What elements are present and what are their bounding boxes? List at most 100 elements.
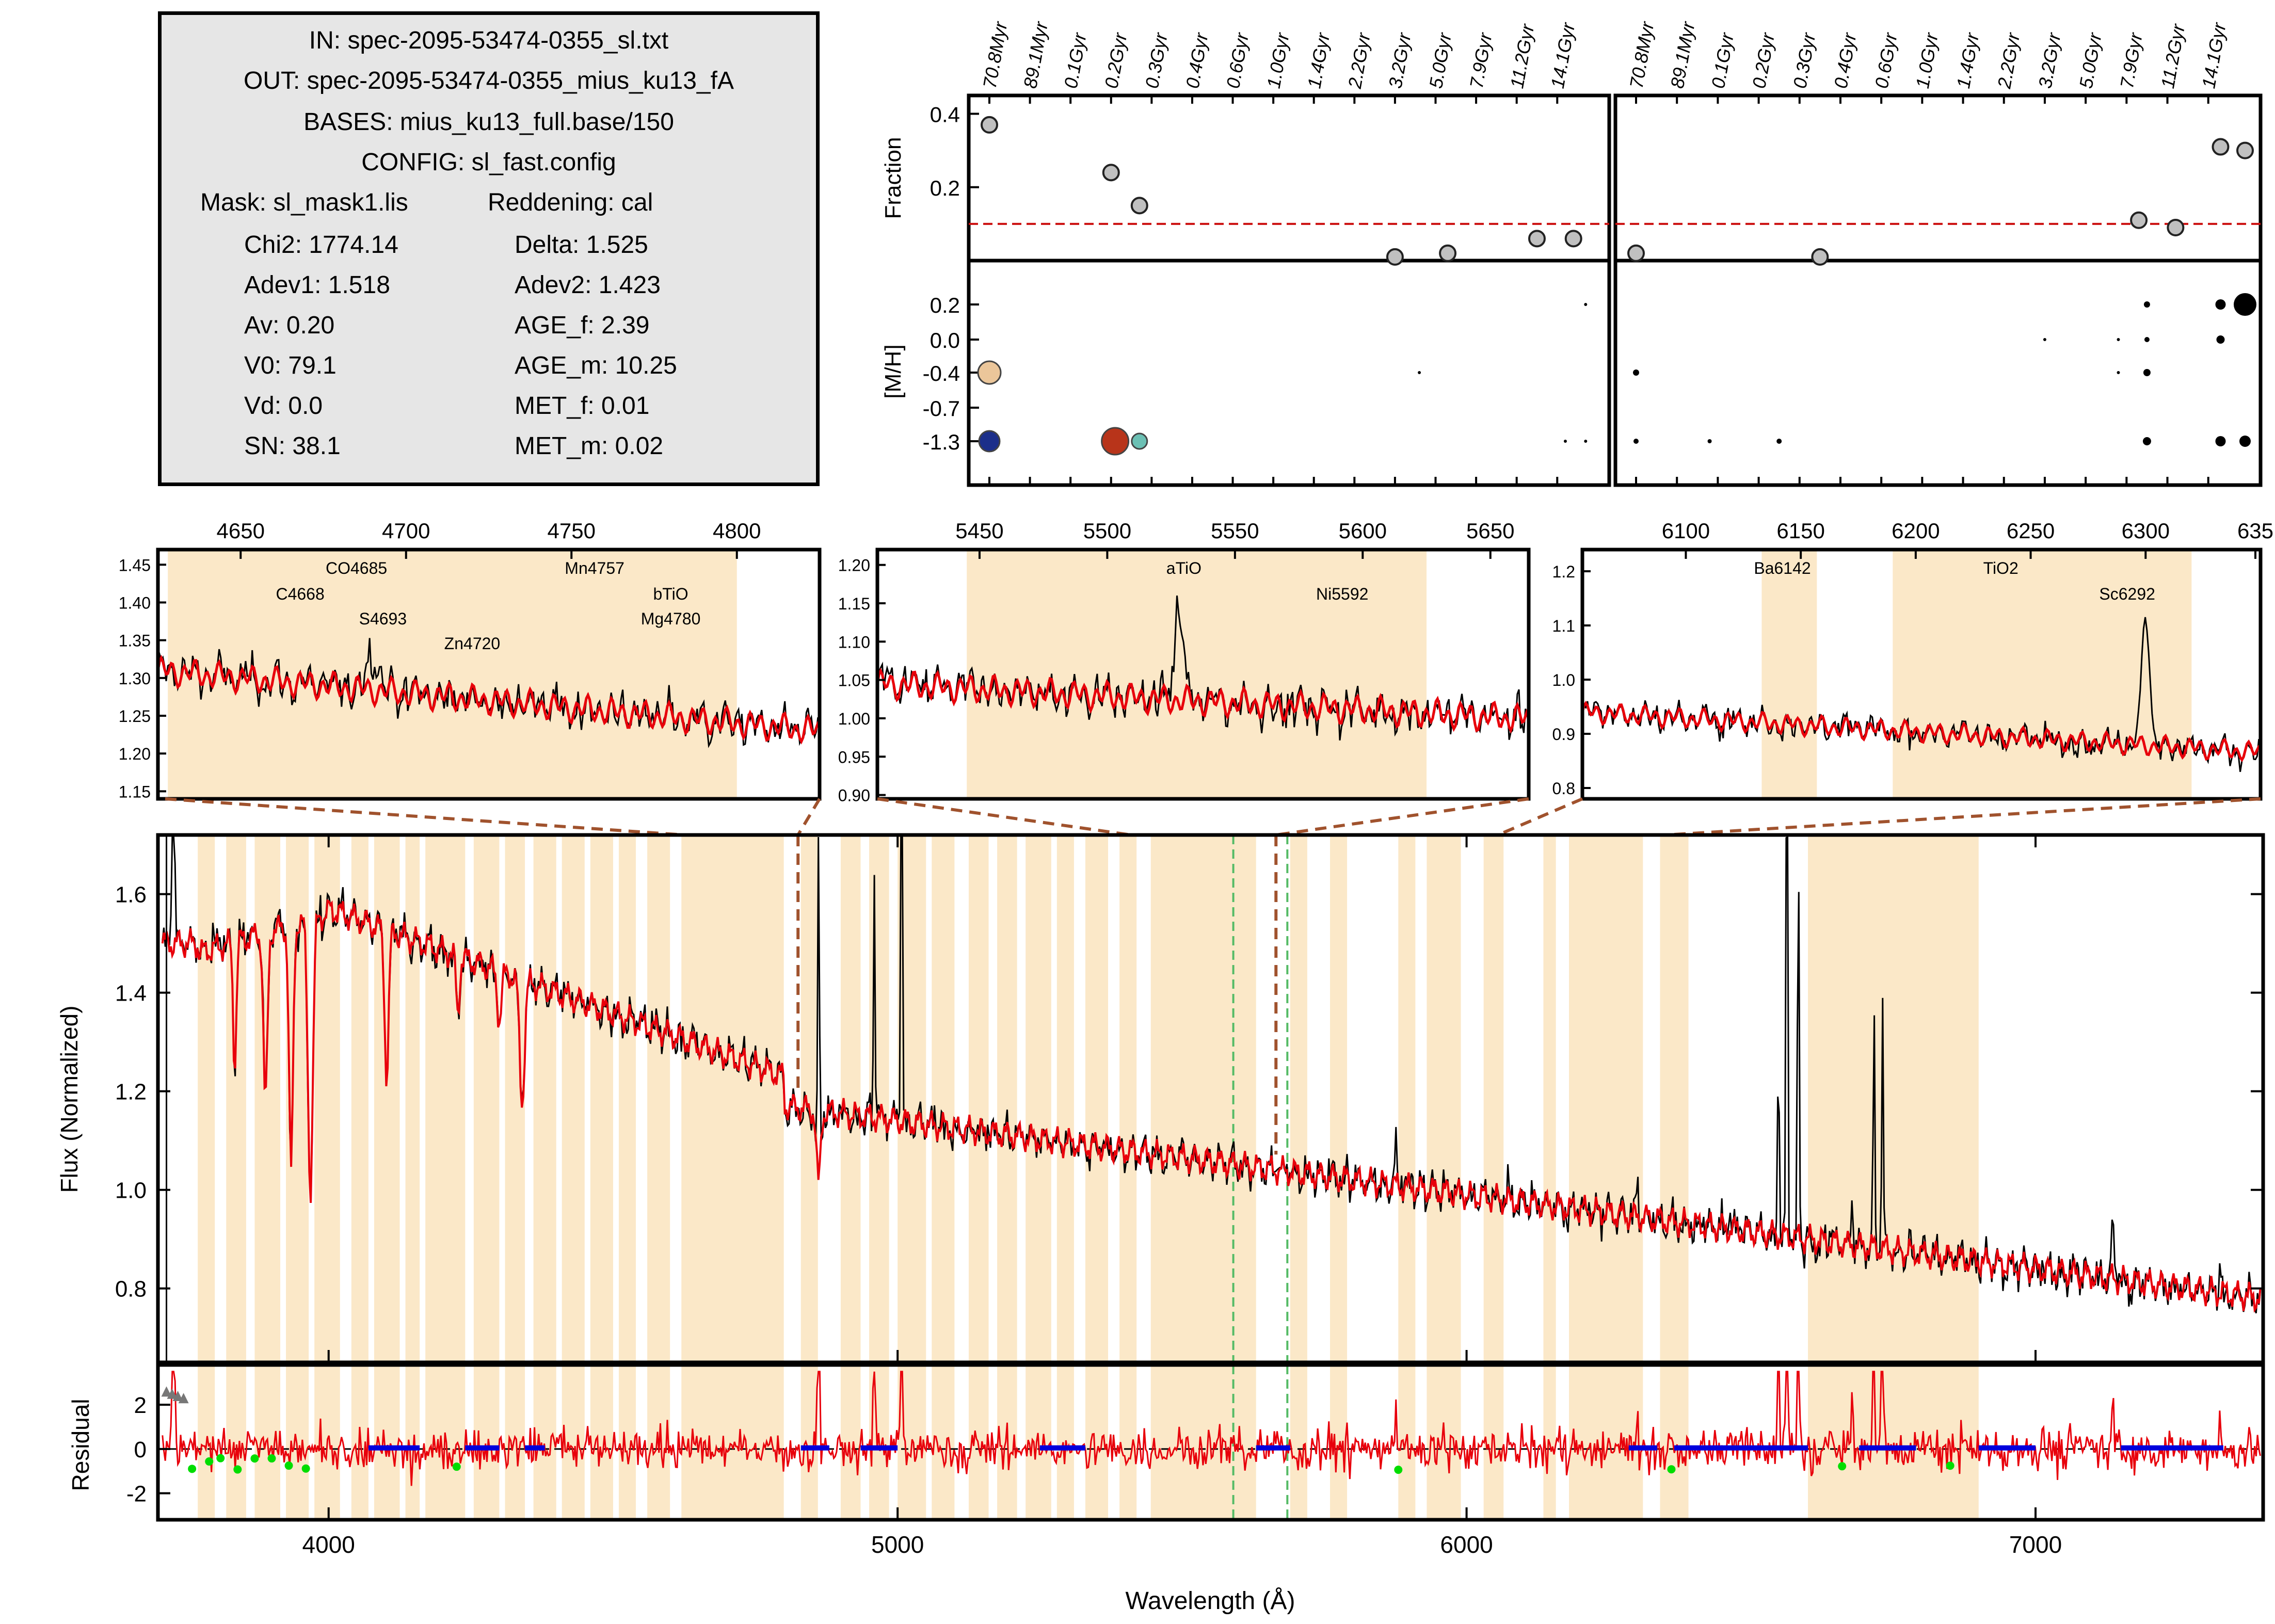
- zoom-y-tick-label: 1.30: [119, 669, 151, 688]
- clipped-point: [250, 1454, 259, 1463]
- feature-label: Mn4757: [565, 559, 624, 577]
- residual-y-tick-label: -2: [126, 1482, 147, 1507]
- metallicity-point: [2142, 437, 2151, 445]
- feature-band: [562, 1365, 585, 1520]
- age-tick-label: 0.4Gyr: [1181, 30, 1212, 90]
- feature-label: C4668: [276, 585, 324, 603]
- feature-band: [968, 835, 989, 1362]
- zoom-connector-line: [165, 797, 684, 837]
- metallicity-point: [1563, 440, 1567, 443]
- main-y-tick-label: 1.0: [115, 1178, 147, 1203]
- feature-band: [425, 835, 466, 1362]
- feature-band: [840, 1365, 861, 1520]
- x-tick-label: 6000: [1440, 1531, 1493, 1558]
- feature-band: [1085, 835, 1109, 1362]
- zoom-x-tick-label: 5600: [1339, 519, 1387, 543]
- metallicity-point: [2144, 337, 2150, 342]
- zoom-connector-line: [1665, 797, 2261, 837]
- zoom-y-tick-label: 1.20: [119, 745, 151, 763]
- metallicity-tick-label: -1.3: [923, 430, 960, 454]
- zoom-y-tick-label: 1.35: [119, 632, 151, 650]
- fraction-frame: [967, 93, 1611, 263]
- metallicity-point: [2216, 335, 2225, 344]
- metallicity-point: [1131, 432, 1148, 450]
- age-tick-label: 11.2Gyr: [1506, 22, 1538, 90]
- clipped-point: [1946, 1461, 1954, 1470]
- feature-band: [932, 1365, 955, 1520]
- main-frame: [156, 833, 2265, 1364]
- metallicity-point: [2117, 338, 2120, 341]
- fraction-point: [1439, 244, 1457, 262]
- fraction-point: [1528, 230, 1546, 248]
- zoom-x-tick-label: 4800: [713, 519, 761, 543]
- info-delta: Delta: 1.525: [515, 231, 648, 259]
- zoom-frame: [875, 548, 1531, 801]
- feature-band: [590, 835, 613, 1362]
- metallicity-point: [1584, 303, 1588, 306]
- age-tick-label: 7.9Gyr: [2116, 30, 2146, 90]
- clipped-point: [284, 1461, 293, 1470]
- model-spectrum-line: [1581, 700, 2262, 762]
- zoom-y-tick-label: 1.05: [838, 671, 870, 690]
- age-tick-label: 0.6Gyr: [1871, 30, 1901, 90]
- zoom-y-tick-label: 0.9: [1552, 725, 1575, 744]
- age-tick-label: 0.3Gyr: [1141, 30, 1172, 90]
- info-met-m: MET_m: 0.02: [515, 432, 664, 460]
- age-tick-label: 70.8Myr: [979, 19, 1012, 90]
- fraction-point: [2212, 138, 2230, 156]
- fraction-point: [1386, 248, 1404, 266]
- feature-band: [405, 835, 420, 1362]
- feature-band: [1290, 835, 1307, 1362]
- model-spectrum-line: [161, 899, 2262, 1313]
- zoom-x-tick-label: 6250: [2007, 519, 2055, 543]
- fraction-point: [2130, 211, 2148, 229]
- zoom-connector-line: [796, 798, 821, 836]
- main-y-tick-label: 0.8: [115, 1277, 147, 1302]
- clipped-point: [1838, 1462, 1847, 1471]
- metallicity-point: [2215, 436, 2226, 446]
- flagged-point: [167, 1388, 178, 1399]
- residual-frame: [156, 1363, 2265, 1522]
- feature-band: [1427, 835, 1461, 1362]
- age-tick-label: 2.2Gyr: [1993, 30, 2024, 90]
- age-tick-label: 14.1Gyr: [2198, 20, 2230, 90]
- zoom-connector-line: [1275, 797, 1529, 837]
- zoom-frame: [1580, 548, 2263, 801]
- metallicity-point: [1776, 439, 1782, 444]
- info-mask: Mask: sl_mask1.lis: [200, 189, 408, 216]
- clipped-point: [188, 1465, 197, 1473]
- metallicity-tick-label: 0.0: [930, 328, 960, 352]
- metallicity-tick-label: -0.7: [923, 396, 960, 421]
- flagged-point: [178, 1393, 189, 1404]
- age-tick-label: 3.2Gyr: [2034, 30, 2064, 90]
- clipped-point: [1667, 1465, 1676, 1474]
- zoom-x-tick-label: 5550: [1211, 519, 1259, 543]
- zoom-x-tick-label: 5650: [1466, 519, 1514, 543]
- age-tick-label: 5.0Gyr: [1425, 30, 1455, 90]
- zoom-y-tick-label: 0.8: [1552, 779, 1575, 798]
- zoom-x-tick-label: 635: [2237, 519, 2273, 543]
- age-tick-label: 1.4Gyr: [1303, 30, 1334, 90]
- info-in: IN: spec-2095-53474-0355_sl.txt: [309, 27, 669, 54]
- metallicity-axis-label: [M/H]: [880, 344, 906, 398]
- x-tick-label: 5000: [871, 1531, 924, 1558]
- age-tick-label: 0.4Gyr: [1830, 30, 1860, 90]
- flagged-point: [161, 1386, 172, 1397]
- feature-band: [618, 1365, 636, 1520]
- feature-label: TiO2: [1983, 559, 2018, 577]
- info-bases: BASES: mius_ku13_full.base/150: [303, 108, 674, 136]
- x-tick-label: 4000: [302, 1531, 355, 1558]
- info-adev2: Adev2: 1.423: [515, 271, 661, 299]
- info-age-m: AGE_m: 10.25: [515, 352, 677, 379]
- fraction-point: [1627, 244, 1645, 262]
- age-tick-label: 89.1Myr: [1019, 19, 1052, 90]
- metallicity-tick-label: -0.4: [923, 361, 960, 385]
- zoom-x-tick-label: 6300: [2122, 519, 2170, 543]
- metallicity-point: [2117, 371, 2120, 374]
- info-sn: SN: 38.1: [244, 432, 341, 460]
- metallicity-point: [1633, 369, 1639, 376]
- zoom-y-tick-label: 1.0: [1552, 671, 1575, 689]
- feature-label: Ni5592: [1316, 585, 1368, 603]
- fraction-point: [1102, 164, 1120, 182]
- main-y-tick-label: 1.6: [115, 882, 147, 908]
